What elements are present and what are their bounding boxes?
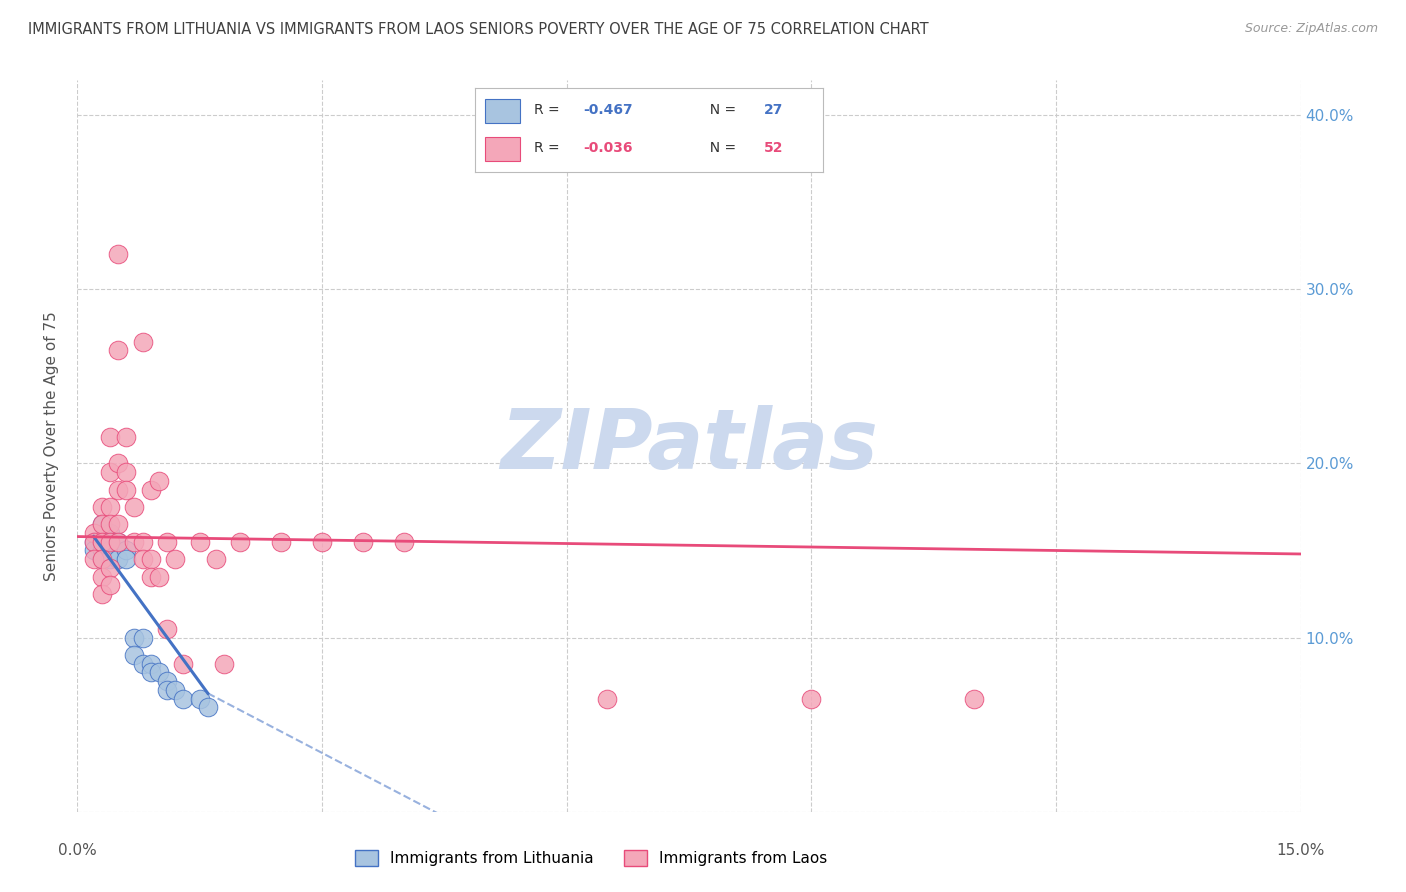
Point	[131, 631, 153, 645]
Text: Source: ZipAtlas.com: Source: ZipAtlas.com	[1244, 22, 1378, 36]
Text: 15.0%: 15.0%	[1277, 843, 1324, 858]
Point	[90, 569, 112, 583]
Point	[90, 552, 112, 566]
Point	[148, 665, 170, 680]
Point	[165, 682, 187, 697]
Point	[98, 561, 121, 575]
Point	[139, 657, 162, 671]
Point	[124, 648, 146, 662]
Point	[156, 534, 179, 549]
Point	[139, 569, 162, 583]
Text: ZIPatlas: ZIPatlas	[501, 406, 877, 486]
Point	[98, 526, 121, 541]
Point	[197, 700, 219, 714]
Point	[148, 569, 170, 583]
Point	[800, 691, 823, 706]
Point	[172, 691, 194, 706]
Point	[107, 517, 129, 532]
Point	[148, 474, 170, 488]
Point	[98, 578, 121, 592]
Point	[131, 334, 153, 349]
Point	[124, 631, 146, 645]
Point	[131, 534, 153, 549]
Point	[90, 534, 112, 549]
Point	[83, 552, 105, 566]
Point	[139, 665, 162, 680]
Point	[90, 543, 112, 558]
Point	[124, 534, 146, 549]
Point	[131, 552, 153, 566]
Text: IMMIGRANTS FROM LITHUANIA VS IMMIGRANTS FROM LAOS SENIORS POVERTY OVER THE AGE O: IMMIGRANTS FROM LITHUANIA VS IMMIGRANTS …	[28, 22, 929, 37]
Point	[90, 587, 112, 601]
Point	[156, 682, 179, 697]
Point	[98, 534, 121, 549]
Point	[124, 500, 146, 514]
Point	[98, 517, 121, 532]
Point	[188, 691, 211, 706]
Point	[83, 526, 105, 541]
Point	[107, 552, 129, 566]
Point	[156, 622, 179, 636]
Point	[212, 657, 235, 671]
Point	[83, 543, 105, 558]
Point	[107, 247, 129, 261]
Point	[156, 674, 179, 689]
Point	[83, 534, 105, 549]
Point	[172, 657, 194, 671]
Point	[107, 457, 129, 471]
Legend: Immigrants from Lithuania, Immigrants from Laos: Immigrants from Lithuania, Immigrants fr…	[354, 850, 828, 866]
Point	[98, 552, 121, 566]
Point	[963, 691, 986, 706]
Text: 0.0%: 0.0%	[58, 843, 97, 858]
Point	[115, 483, 138, 497]
Point	[90, 552, 112, 566]
Point	[98, 534, 121, 549]
Point	[90, 517, 112, 532]
Point	[205, 552, 228, 566]
Point	[107, 343, 129, 358]
Point	[115, 430, 138, 444]
Point	[98, 543, 121, 558]
Y-axis label: Seniors Poverty Over the Age of 75: Seniors Poverty Over the Age of 75	[44, 311, 59, 581]
Point	[90, 517, 112, 532]
Point	[131, 657, 153, 671]
Point	[270, 534, 292, 549]
Point	[90, 534, 112, 549]
Point	[311, 534, 333, 549]
Point	[83, 534, 105, 549]
Point	[139, 483, 162, 497]
Point	[98, 500, 121, 514]
Point	[115, 543, 138, 558]
Point	[188, 534, 211, 549]
Point	[596, 691, 619, 706]
Point	[392, 534, 415, 549]
Point	[115, 552, 138, 566]
Point	[107, 534, 129, 549]
Point	[98, 465, 121, 479]
Point	[229, 534, 252, 549]
Point	[139, 552, 162, 566]
Point	[98, 430, 121, 444]
Point	[165, 552, 187, 566]
Point	[90, 500, 112, 514]
Point	[352, 534, 374, 549]
Point	[115, 465, 138, 479]
Point	[107, 534, 129, 549]
Point	[107, 483, 129, 497]
